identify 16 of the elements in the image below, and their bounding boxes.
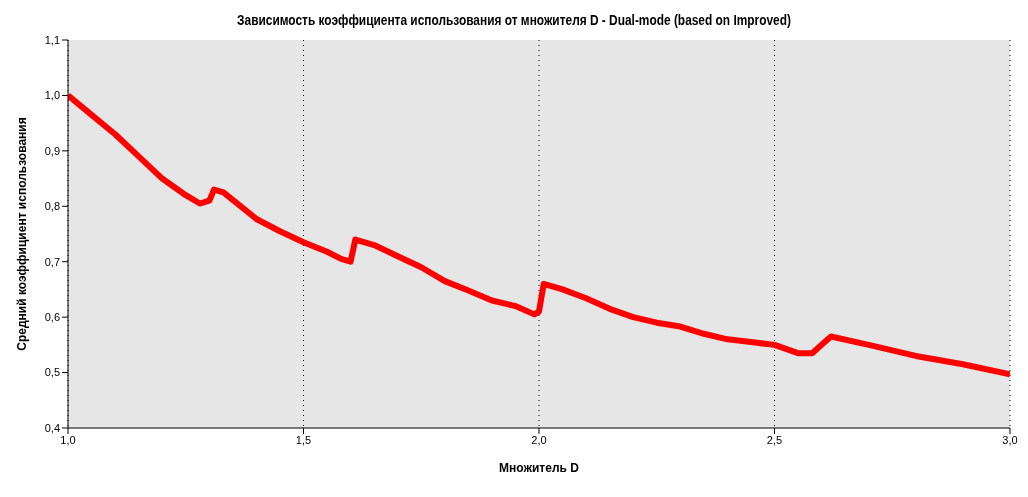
x-tick-label: 1,5 (295, 433, 312, 446)
y-tick-label: 1,0 (44, 89, 60, 102)
y-axis-title: Средний коэффициент использования (15, 117, 30, 351)
y-tick-label: 0,5 (44, 366, 60, 379)
y-tick-label: 1,1 (44, 33, 60, 46)
y-tick-label: 0,4 (44, 421, 60, 434)
chart-title: Зависимость коэффициента использования от множителя D - Dual-mode (based on Improved) (236, 11, 792, 30)
x-tick-label: 2,5 (766, 433, 783, 446)
y-tick-label: 0,9 (44, 144, 60, 157)
x-tick-label: 1,0 (60, 433, 76, 446)
x-tick-label: 3,0 (1002, 433, 1018, 446)
y-tick-label: 0,6 (44, 311, 60, 324)
y-tick-label: 0,7 (44, 255, 60, 268)
x-axis-title: Множитель D (499, 461, 580, 475)
x-tick-label: 2,0 (531, 433, 547, 446)
y-tick-label: 0,8 (44, 200, 60, 213)
